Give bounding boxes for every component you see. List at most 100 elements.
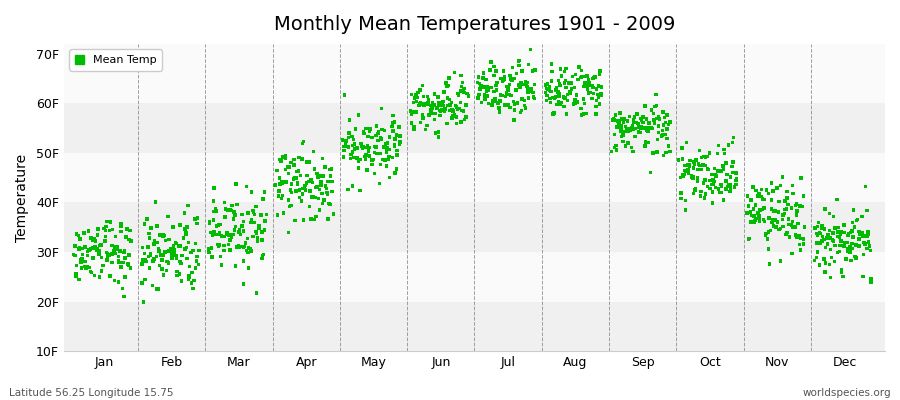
Point: [501, 102, 516, 108]
Point: [99, 223, 113, 230]
Point: [761, 246, 776, 252]
Point: [724, 174, 738, 180]
Point: [292, 194, 307, 201]
Point: [559, 111, 573, 117]
Point: [796, 241, 811, 247]
Point: [282, 164, 296, 170]
Point: [589, 111, 603, 117]
Point: [429, 105, 444, 112]
Point: [723, 182, 737, 188]
Point: [705, 171, 719, 178]
Point: [144, 225, 158, 231]
Point: [549, 85, 563, 91]
Point: [239, 247, 254, 254]
Point: [255, 229, 269, 236]
Point: [520, 86, 535, 93]
Point: [104, 251, 119, 257]
Point: [728, 169, 742, 176]
Point: [652, 129, 666, 136]
Point: [379, 163, 393, 169]
Point: [557, 68, 572, 74]
Point: [273, 174, 287, 181]
Point: [454, 88, 468, 94]
Point: [302, 159, 316, 165]
Point: [67, 251, 81, 258]
Point: [514, 107, 528, 114]
Point: [315, 190, 329, 197]
Point: [283, 203, 297, 210]
Point: [857, 240, 871, 246]
Point: [256, 251, 271, 258]
Point: [309, 214, 323, 220]
Bar: [64, 202, 885, 252]
Point: [683, 157, 698, 164]
Point: [95, 262, 110, 269]
Point: [824, 246, 838, 253]
Point: [716, 166, 731, 172]
Point: [768, 208, 782, 214]
Point: [576, 111, 590, 117]
Point: [655, 128, 670, 134]
Point: [320, 189, 334, 196]
Point: [236, 218, 250, 225]
Point: [858, 240, 872, 246]
Point: [501, 91, 516, 98]
Point: [656, 109, 670, 115]
Point: [505, 77, 519, 84]
Point: [149, 253, 164, 260]
Point: [490, 79, 504, 86]
Point: [146, 258, 160, 264]
Point: [74, 259, 88, 265]
Point: [308, 194, 322, 201]
Point: [484, 59, 499, 65]
Point: [361, 133, 375, 140]
Point: [438, 80, 453, 86]
Point: [817, 256, 832, 262]
Point: [573, 105, 588, 112]
Point: [574, 67, 589, 74]
Point: [165, 252, 179, 258]
Point: [754, 186, 769, 193]
Point: [542, 84, 556, 90]
Point: [171, 243, 185, 250]
Point: [679, 198, 693, 204]
Point: [851, 236, 866, 242]
Point: [224, 208, 238, 214]
Point: [323, 178, 338, 185]
Point: [788, 202, 803, 209]
Point: [730, 176, 744, 182]
Point: [92, 251, 106, 257]
Point: [220, 230, 234, 236]
Point: [385, 154, 400, 160]
Point: [99, 249, 113, 256]
Point: [823, 227, 837, 234]
Point: [390, 152, 404, 158]
Point: [849, 255, 863, 261]
Point: [341, 134, 356, 140]
Point: [551, 77, 565, 84]
Point: [726, 134, 741, 140]
Point: [407, 100, 421, 106]
Point: [743, 209, 758, 215]
Point: [807, 225, 822, 231]
Point: [746, 206, 760, 212]
Point: [72, 276, 86, 283]
Point: [178, 246, 193, 252]
Point: [173, 243, 187, 249]
Point: [696, 162, 710, 168]
Point: [626, 148, 641, 155]
Point: [697, 153, 711, 160]
Point: [420, 102, 435, 108]
Point: [754, 193, 769, 200]
Point: [282, 230, 296, 236]
Point: [187, 277, 202, 284]
Point: [170, 268, 184, 274]
Point: [621, 140, 635, 146]
Point: [122, 262, 136, 268]
Point: [760, 186, 774, 192]
Point: [185, 286, 200, 292]
Point: [843, 243, 858, 250]
Point: [440, 83, 454, 90]
Point: [820, 241, 834, 248]
Point: [568, 84, 582, 91]
